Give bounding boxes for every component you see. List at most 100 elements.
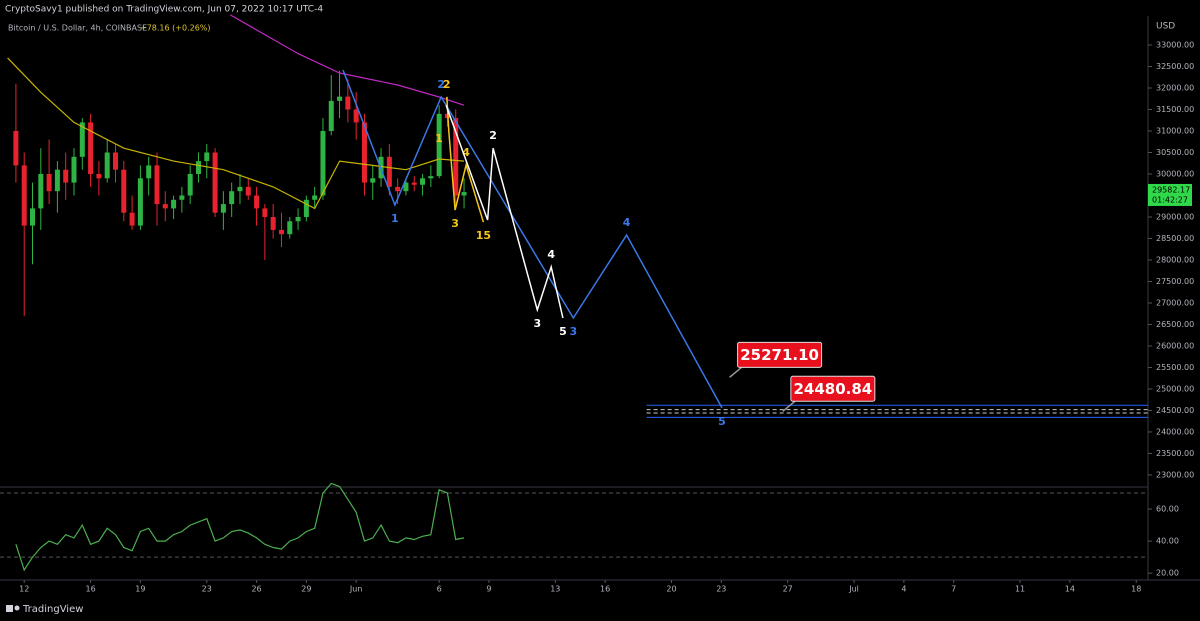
x-tick-label: 18: [1131, 585, 1141, 594]
y-tick-label: 28000.00: [1156, 255, 1194, 264]
y-tick-label: 31000.00: [1156, 127, 1194, 136]
price-change: +78.16 (+0.26%): [140, 24, 211, 33]
wave-label: 1: [435, 132, 443, 145]
rsi-tick-label: 20.00: [1156, 569, 1179, 578]
candle-body: [195, 161, 201, 174]
candle-body: [179, 195, 185, 200]
wave-label: 4: [462, 146, 470, 159]
candle-body: [38, 173, 44, 209]
candle-body: [171, 199, 177, 209]
rsi-tick-label: 40.00: [1156, 537, 1179, 546]
wave-label: 2: [489, 129, 497, 142]
candle-body: [428, 176, 434, 179]
y-tick-label: 26000.00: [1156, 341, 1194, 350]
candle-body: [212, 152, 218, 213]
y-tick-label: 24500.00: [1156, 406, 1194, 415]
candle-body: [112, 152, 118, 170]
y-tick-label: 32000.00: [1156, 84, 1194, 93]
candle-body: [79, 122, 85, 157]
y-tick-label: 25500.00: [1156, 363, 1194, 372]
candle-body: [245, 186, 251, 196]
candle-body: [237, 186, 243, 192]
wave-label: 5: [718, 415, 726, 428]
annotation-label: 24480.84: [793, 380, 872, 398]
candle-body: [30, 208, 36, 226]
candle-body: [137, 178, 143, 226]
x-tick-label: 11: [1015, 585, 1025, 594]
rsi-line: [15, 482, 465, 572]
candle-body: [54, 169, 60, 192]
x-tick-label: 26: [251, 585, 261, 594]
y-tick-label: 30500.00: [1156, 148, 1194, 157]
last-price-tag: [1148, 183, 1192, 206]
wave-label: 2: [443, 78, 451, 91]
candle-body: [63, 169, 69, 183]
countdown: 01:42:27: [1152, 195, 1188, 204]
wave-label: 1: [391, 212, 399, 225]
symbol: Bitcoin / U.S. Dollar, 4h, COINBASE: [8, 24, 147, 33]
candle-body: [204, 152, 210, 162]
y-tick-label: 30000.00: [1156, 169, 1194, 178]
y-tick-label: 33000.00: [1156, 41, 1194, 50]
x-tick-label: 9: [486, 585, 491, 594]
candle-body: [353, 109, 359, 123]
y-tick-label: 31500.00: [1156, 105, 1194, 114]
y-tick-label: 27000.00: [1156, 298, 1194, 307]
candle-body: [104, 152, 110, 179]
candle-body: [320, 131, 326, 196]
y-tick-label: 26500.00: [1156, 320, 1194, 329]
candle-body: [361, 122, 367, 183]
wave-label: 4: [623, 216, 631, 229]
candle-body: [461, 192, 467, 196]
x-tick-label: Jul: [848, 585, 859, 594]
y-tick-label: 27500.00: [1156, 277, 1194, 286]
y-tick-label: 24000.00: [1156, 427, 1194, 436]
x-tick-label: 29: [301, 585, 311, 594]
candle-body: [278, 229, 284, 235]
wave-line: [342, 69, 723, 409]
candle-body: [370, 178, 376, 183]
candle-body: [13, 131, 19, 166]
candle-body: [436, 113, 442, 177]
x-tick-label: 16: [86, 585, 96, 594]
candle-body: [229, 191, 235, 205]
candle-body: [295, 216, 301, 222]
moving-average: [230, 14, 465, 106]
candle-body: [96, 173, 102, 179]
y-axis-label: USD: [1156, 22, 1175, 32]
candle-body: [262, 208, 268, 217]
candle-body: [71, 156, 77, 183]
candle-body: [154, 165, 160, 205]
annotation-box: [737, 341, 823, 368]
last-price: 29582.17: [1152, 185, 1190, 194]
candle-body: [328, 100, 334, 132]
candle-body: [411, 182, 417, 185]
candle-body: [129, 212, 135, 226]
y-tick-label: 23000.00: [1156, 470, 1194, 479]
x-tick-label: 16: [600, 585, 610, 594]
x-tick-label: 27: [783, 585, 793, 594]
x-tick-label: 19: [135, 585, 145, 594]
x-tick-label: 6: [437, 585, 442, 594]
y-tick-label: 25000.00: [1156, 384, 1194, 393]
y-tick-label: 32500.00: [1156, 62, 1194, 71]
candle-body: [287, 221, 293, 235]
x-tick-label: 23: [202, 585, 212, 594]
publisher: CryptoSavy1 published on TradingView.com…: [5, 5, 323, 15]
brand: TradingView: [22, 604, 83, 615]
y-tick-label: 23500.00: [1156, 449, 1194, 458]
candle-body: [386, 156, 392, 187]
rsi-tick-label: 60.00: [1156, 505, 1179, 514]
candle-body: [146, 165, 152, 179]
x-tick-label: 13: [550, 585, 560, 594]
candle-body: [46, 173, 52, 192]
candle-body: [403, 182, 409, 192]
candle-body: [312, 195, 318, 200]
wave-label: 3: [534, 317, 542, 330]
y-tick-label: 28500.00: [1156, 234, 1194, 243]
x-tick-label: 4: [901, 585, 906, 594]
wave-label: 3: [451, 217, 459, 230]
x-tick-label: 12: [19, 585, 29, 594]
